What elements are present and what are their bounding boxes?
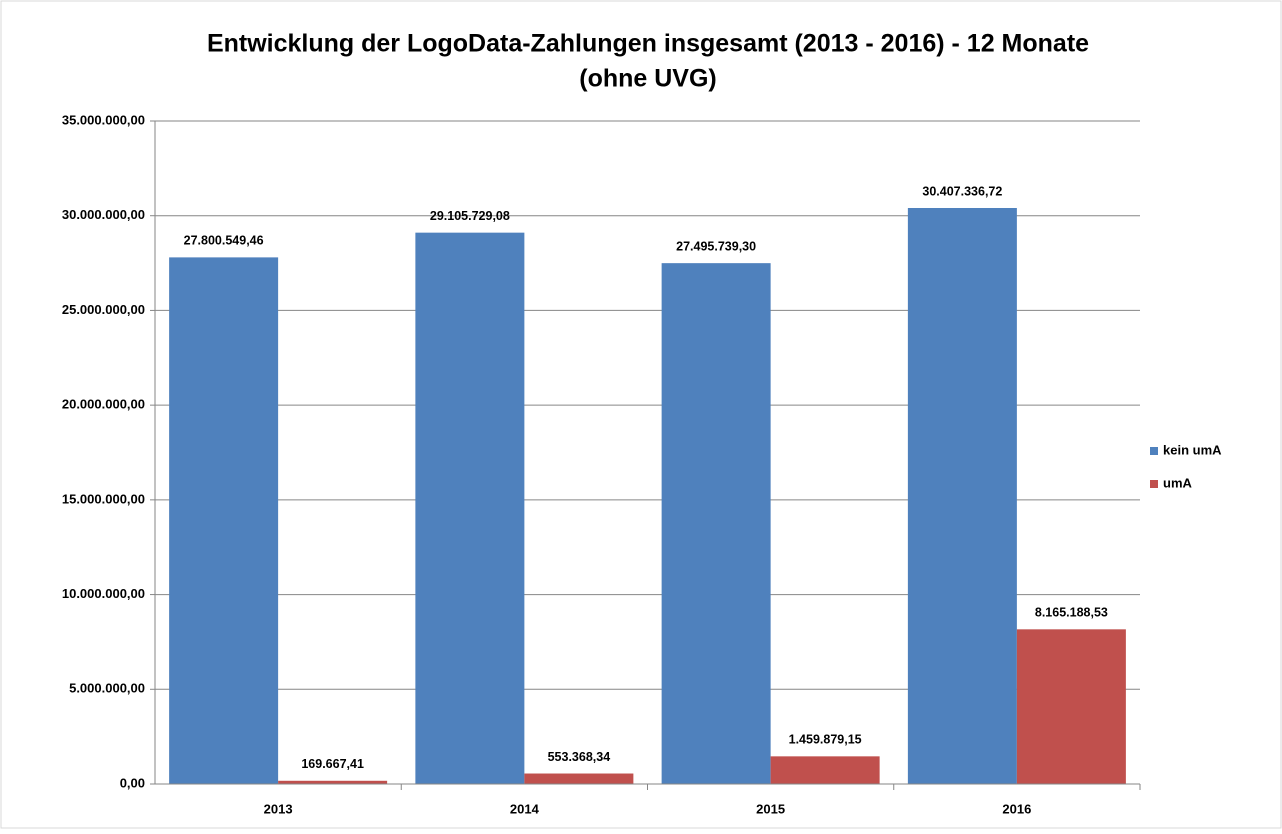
data-label: 1.459.879,15	[789, 733, 862, 747]
x-tick-label: 2014	[510, 801, 540, 816]
legend-label: umA	[1163, 475, 1193, 490]
data-label: 29.105.729,08	[430, 209, 510, 223]
y-tick-label: 30.000.000,00	[62, 207, 145, 222]
legend-label: kein umA	[1163, 442, 1222, 457]
x-tick-label: 2013	[264, 801, 293, 816]
y-tick-label: 25.000.000,00	[62, 302, 145, 317]
data-label: 169.667,41	[301, 757, 364, 771]
y-tick-label: 0,00	[120, 775, 145, 790]
data-label: 30.407.336,72	[922, 184, 1002, 198]
y-tick-label: 35.000.000,00	[62, 112, 145, 127]
data-label: 8.165.188,53	[1035, 606, 1108, 620]
y-tick-label: 5.000.000,00	[69, 681, 145, 696]
data-label: 27.800.549,46	[184, 234, 264, 248]
bar	[278, 780, 388, 784]
bar	[907, 207, 1017, 784]
x-tick-label: 2015	[756, 801, 785, 816]
bar	[524, 773, 634, 784]
bar	[169, 257, 279, 784]
y-tick-label: 10.000.000,00	[62, 586, 145, 601]
data-label: 553.368,34	[548, 750, 611, 764]
bar	[1016, 629, 1126, 784]
x-tick-label: 2016	[1002, 801, 1031, 816]
bar	[661, 263, 771, 785]
chart-title: (ohne UVG)	[579, 65, 717, 93]
legend-swatch	[1150, 447, 1158, 455]
data-label: 27.495.739,30	[676, 239, 756, 253]
chart-title: Entwicklung der LogoData-Zahlungen insge…	[207, 30, 1089, 58]
bar	[770, 756, 880, 784]
y-tick-label: 15.000.000,00	[62, 491, 145, 506]
bar	[415, 232, 525, 785]
y-tick-label: 20.000.000,00	[62, 397, 145, 412]
legend-swatch	[1150, 480, 1158, 488]
